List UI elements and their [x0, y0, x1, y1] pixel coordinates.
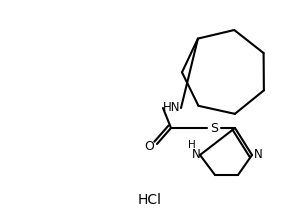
Text: H: H [188, 140, 196, 150]
Text: N: N [254, 149, 262, 161]
Text: N: N [192, 149, 200, 161]
Text: S: S [210, 121, 218, 135]
Text: O: O [144, 139, 154, 153]
Text: HN: HN [163, 101, 181, 115]
Text: HCl: HCl [138, 193, 162, 207]
